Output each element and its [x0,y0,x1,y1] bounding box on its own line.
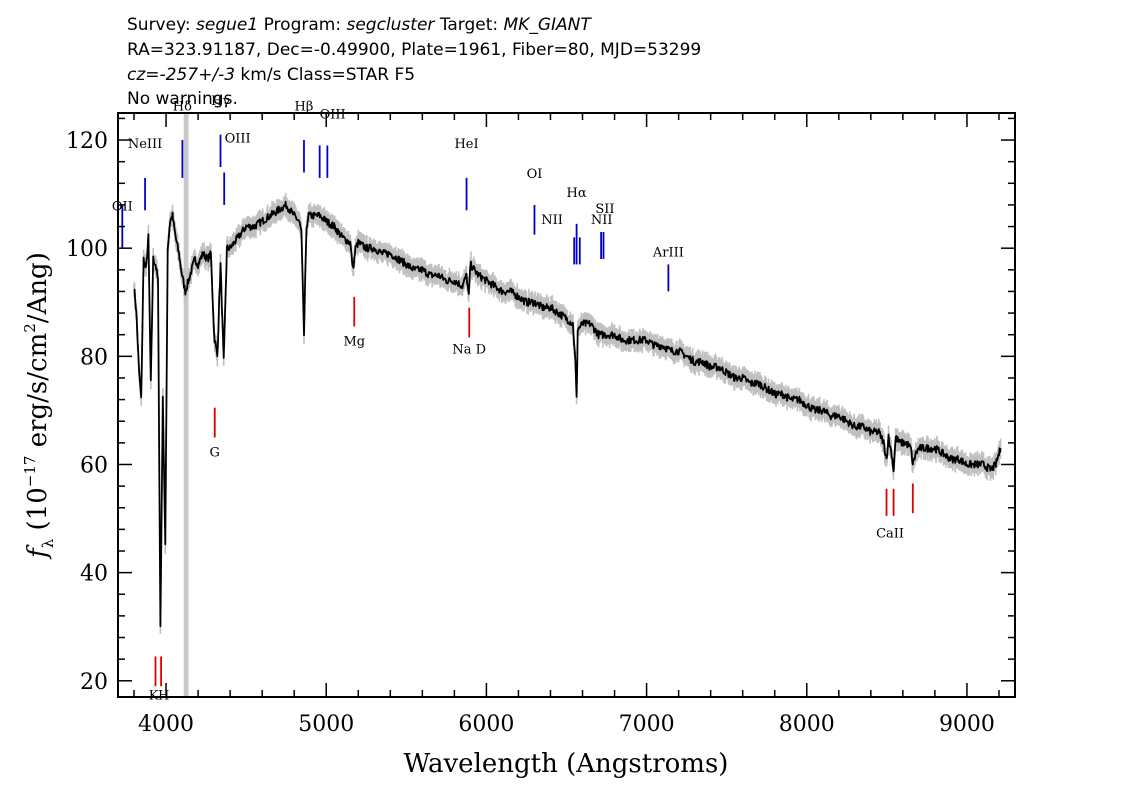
y-tick-label: 120 [66,129,108,154]
spectrum-line [133,200,1002,628]
survey-value: segue1 [196,15,258,35]
x-tick-label: 9000 [939,712,995,737]
absorption-line-label: Na D [452,343,486,358]
emission-line-label: OII [112,199,133,214]
x-tick-label: 4000 [138,712,194,737]
y-axis-ticks: 20 40 60 80 100 120 [66,117,1015,695]
y-title-exp2: 2 [21,323,39,333]
emission-line-label: Hβ [295,99,314,114]
x-axis-title: Wavelength (Angstroms) [404,749,729,779]
absorption-line-label: Mg [343,335,365,350]
x-axis-ticks: 4000 5000 6000 7000 8000 9000 [133,113,1000,737]
emission-line-label: NII [591,213,613,228]
target-label: Target: [439,15,498,35]
absorption-line-label: CaII [876,526,904,541]
y-title-exp1: −17 [21,456,39,488]
emission-line-label: OI [527,167,543,182]
error-band-layer [133,192,1002,634]
header-line-1: Survey: segue1 Program: segcluster Targe… [127,15,592,35]
emission-line-label: Hδ [173,99,192,114]
spectrum-layer [133,200,1002,628]
y-tick-label: 20 [80,670,108,695]
survey-label: Survey: [127,15,191,35]
program-label: Program: [264,15,341,35]
y-tick-label: 60 [80,453,108,478]
class-text: km/s Class=STAR F5 [235,65,415,85]
spectral-lines-layer [121,134,914,687]
header: Survey: segue1 Program: segcluster Targe… [127,15,701,109]
masked-region [183,113,189,697]
y-axis-title: fλ (10−17 erg/s/cm2/Ang) [21,252,57,560]
absorption-line-label: G [210,445,220,460]
emission-line-label: Hγ [211,94,230,109]
program-value: segcluster [346,15,435,35]
x-tick-label: 8000 [779,712,835,737]
emission-line-label: SII [595,202,614,217]
y-tick-label: 40 [80,562,108,587]
masked-region-layer [183,113,189,697]
y-title-close: /Ang) [23,252,53,323]
emission-line-label: NII [541,213,563,228]
y-tick-label: 100 [66,237,108,262]
header-line-2: RA=323.91187, Dec=-0.49900, Plate=1961, … [127,40,701,60]
y-title-open: (10 [23,487,53,539]
header-line-3: cz=-257+/-3 km/s Class=STAR F5 [127,65,415,85]
y-title-lambda: λ [39,538,57,548]
redshift-value: cz=-257+/-3 [127,65,235,85]
x-tick-label: 7000 [619,712,675,737]
emission-line-label: Hα [567,186,587,201]
plot-frame [117,112,1016,698]
y-tick-label: 80 [80,345,108,370]
emission-line-label: OIII [225,132,251,147]
x-tick-label: 6000 [458,712,514,737]
emission-line-label: HeI [454,137,478,152]
emission-line-label: ArIII [652,245,684,260]
emission-line-label: OIII [320,107,346,122]
error-band [133,192,1002,634]
target-value: MK_GIANT [504,15,593,35]
header-line-4: No warnings. [127,89,238,109]
x-tick-label: 5000 [298,712,354,737]
emission-line-label: NeIII [128,137,162,152]
y-title-mid: erg/s/cm [23,333,53,456]
